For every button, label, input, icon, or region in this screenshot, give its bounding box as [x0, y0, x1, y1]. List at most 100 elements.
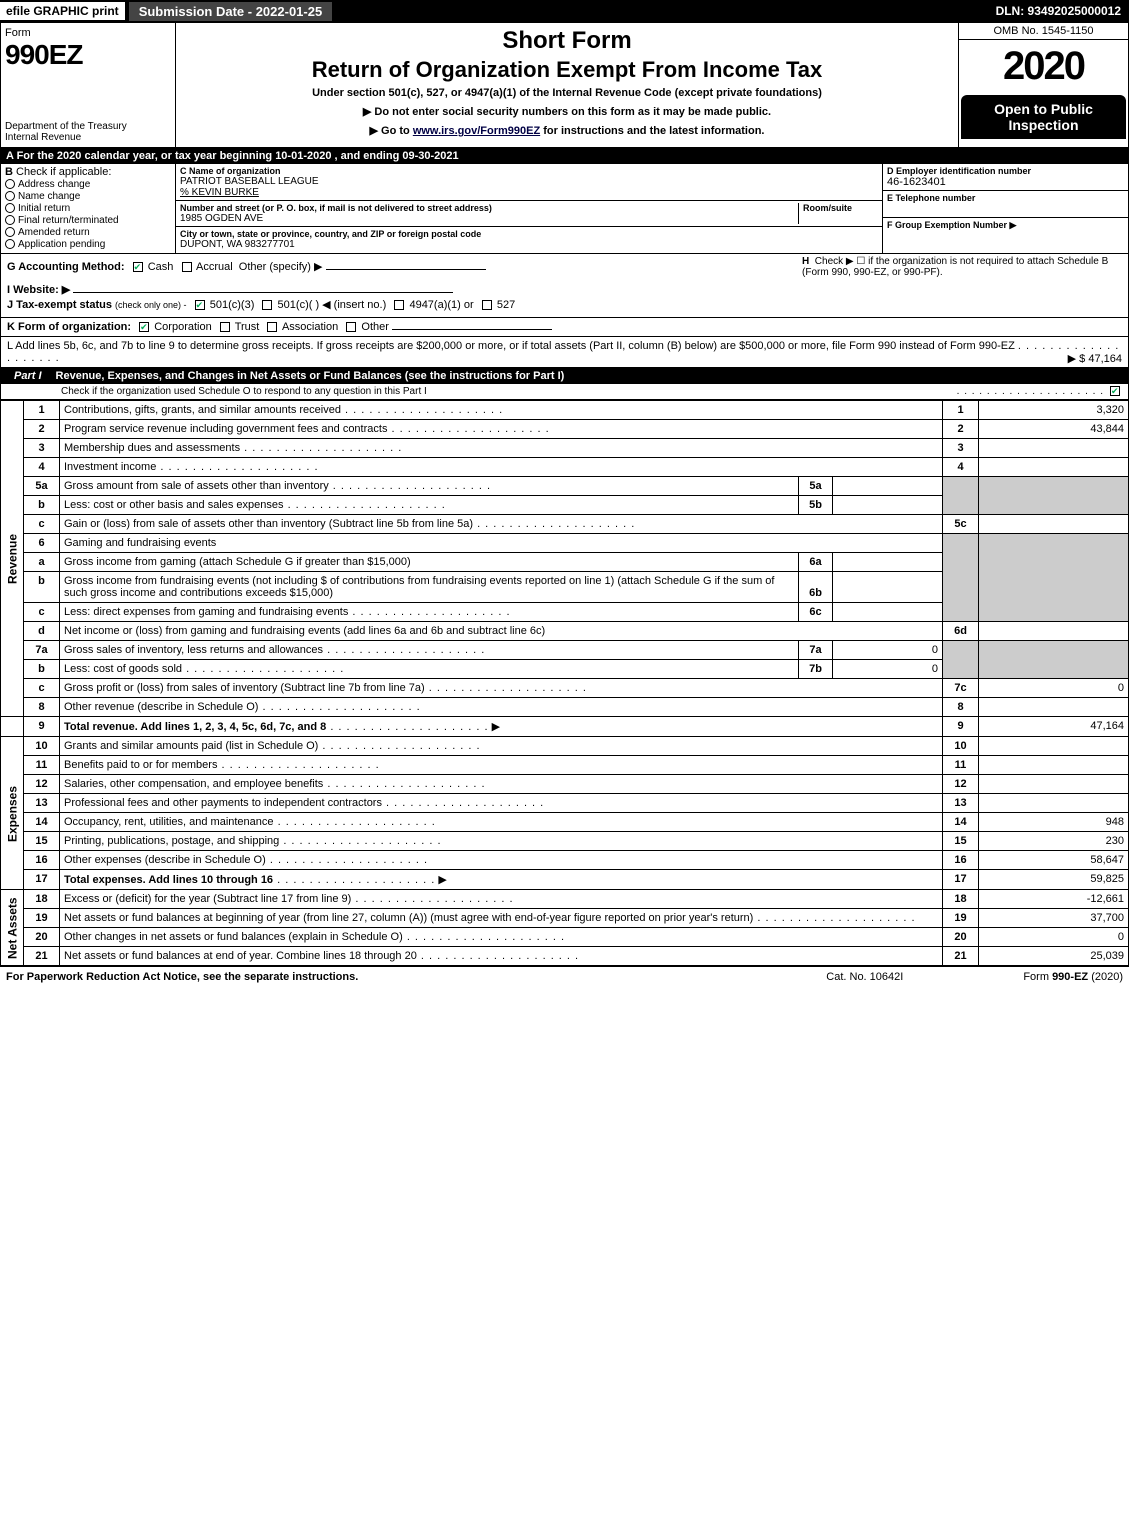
other-org-input[interactable] [392, 329, 552, 330]
chk-corp[interactable] [139, 322, 149, 332]
line-desc: Gaming and fundraising events [60, 534, 943, 553]
revenue-label: Revenue [1, 401, 24, 717]
line-num: b [24, 660, 60, 679]
grey-cell [979, 534, 1129, 622]
submission-date: Submission Date - 2022-01-25 [129, 2, 333, 21]
right-val: 230 [979, 832, 1129, 851]
chk-name-change[interactable]: Name change [5, 191, 171, 202]
line-num: 8 [24, 698, 60, 717]
goto-post: for instructions and the latest informat… [540, 125, 764, 137]
line-desc: Less: cost or other basis and sales expe… [60, 496, 799, 515]
right-num: 14 [943, 813, 979, 832]
chk-assoc[interactable] [267, 322, 277, 332]
chk-initial-return[interactable]: Initial return [5, 203, 171, 214]
line-desc: Net income or (loss) from gaming and fun… [60, 622, 943, 641]
top-bar: efile GRAPHIC print Submission Date - 20… [0, 0, 1129, 22]
chk-501c3[interactable] [195, 300, 205, 310]
desc-text: Less: direct expenses from gaming and fu… [64, 606, 348, 618]
h-block: H Check ▶ ☐ if the organization is not r… [802, 256, 1122, 278]
desc-text: Printing, publications, postage, and shi… [64, 835, 279, 847]
line-desc: Salaries, other compensation, and employ… [60, 775, 943, 794]
chk-trust[interactable] [220, 322, 230, 332]
irs-link[interactable]: www.irs.gov/Form990EZ [413, 125, 540, 137]
chk-other-org[interactable] [346, 322, 356, 332]
no-ssn-line: ▶ Do not enter social security numbers o… [184, 105, 950, 118]
line-desc: Other changes in net assets or fund bala… [60, 928, 943, 947]
short-form-title: Short Form [184, 27, 950, 55]
right-val [979, 439, 1129, 458]
line-num: d [24, 622, 60, 641]
chk-final-return[interactable]: Final return/terminated [5, 215, 171, 226]
line-num: 7a [24, 641, 60, 660]
check-if-label: Check if applicable: [16, 166, 111, 178]
chk-amended-return[interactable]: Amended return [5, 227, 171, 238]
line-desc: Investment income [60, 458, 943, 477]
under-section: Under section 501(c), 527, or 4947(a)(1)… [184, 87, 950, 99]
right-val: 43,844 [979, 420, 1129, 439]
i-line: I Website: ▶ [7, 283, 1122, 296]
chk-501c[interactable] [262, 300, 272, 310]
chk-cash[interactable] [133, 262, 143, 272]
line-desc: Less: direct expenses from gaming and fu… [60, 603, 799, 622]
f-label: F Group Exemption Number ▶ [887, 220, 1124, 231]
other-org-label: Other [361, 321, 389, 333]
line-10: Expenses 10 Grants and similar amounts p… [1, 737, 1129, 756]
netassets-label: Net Assets [1, 890, 24, 966]
desc-text: Investment income [64, 461, 156, 473]
line-num: c [24, 603, 60, 622]
line-5c: c Gain or (loss) from sale of assets oth… [1, 515, 1129, 534]
header-center: Short Form Return of Organization Exempt… [176, 23, 958, 147]
efile-label[interactable]: efile GRAPHIC print [0, 2, 125, 20]
sub-val: 0 [833, 641, 943, 660]
line-desc: Gross sales of inventory, less returns a… [60, 641, 799, 660]
chk-527[interactable] [482, 300, 492, 310]
sub-num: 6c [799, 603, 833, 622]
line-num: 4 [24, 458, 60, 477]
line-desc: Gross income from gaming (attach Schedul… [60, 553, 799, 572]
right-num: 9 [943, 717, 979, 737]
org-name: PATRIOT BASEBALL LEAGUE [180, 176, 878, 187]
k-label: K Form of organization: [7, 321, 131, 333]
line-num: b [24, 572, 60, 603]
right-val: 47,164 [979, 717, 1129, 737]
right-val [979, 775, 1129, 794]
line-14: 14 Occupancy, rent, utilities, and maint… [1, 813, 1129, 832]
right-num: 8 [943, 698, 979, 717]
grey-cell [943, 641, 979, 679]
room-label: Room/suite [803, 203, 878, 213]
right-val: -12,661 [979, 890, 1129, 909]
line-num: 5a [24, 477, 60, 496]
column-def: D Employer identification number 46-1623… [883, 164, 1128, 253]
chk-address-change[interactable]: Address change [5, 179, 171, 190]
right-num: 16 [943, 851, 979, 870]
line-num: 15 [24, 832, 60, 851]
goto-pre: ▶ Go to [370, 125, 413, 137]
right-num: 13 [943, 794, 979, 813]
desc-text: Gross sales of inventory, less returns a… [64, 644, 323, 656]
line-3: 3 Membership dues and assessments 3 [1, 439, 1129, 458]
chk-label: Application pending [18, 239, 105, 250]
line-num: 20 [24, 928, 60, 947]
header-left: Form 990EZ Department of the Treasury In… [1, 23, 176, 147]
right-num: 12 [943, 775, 979, 794]
org-name-row: C Name of organization PATRIOT BASEBALL … [176, 164, 882, 201]
dln-label: DLN: 93492025000012 [988, 2, 1129, 20]
city-label: City or town, state or province, country… [180, 229, 878, 239]
line-5a: 5a Gross amount from sale of assets othe… [1, 477, 1129, 496]
chk-4947[interactable] [394, 300, 404, 310]
footer-left: For Paperwork Reduction Act Notice, see … [6, 971, 826, 983]
chk-accrual[interactable] [182, 262, 192, 272]
line-num: 2 [24, 420, 60, 439]
line-num: 17 [24, 870, 60, 890]
other-input[interactable] [326, 269, 486, 270]
right-num: 5c [943, 515, 979, 534]
line-num: 13 [24, 794, 60, 813]
desc-text: Other expenses (describe in Schedule O) [64, 854, 266, 866]
corp-label: Corporation [154, 321, 211, 333]
chk-application-pending[interactable]: Application pending [5, 239, 171, 250]
line-num: 12 [24, 775, 60, 794]
right-val [979, 737, 1129, 756]
website-input[interactable] [73, 292, 453, 293]
right-num: 10 [943, 737, 979, 756]
chk-schedule-o[interactable] [1110, 386, 1120, 396]
